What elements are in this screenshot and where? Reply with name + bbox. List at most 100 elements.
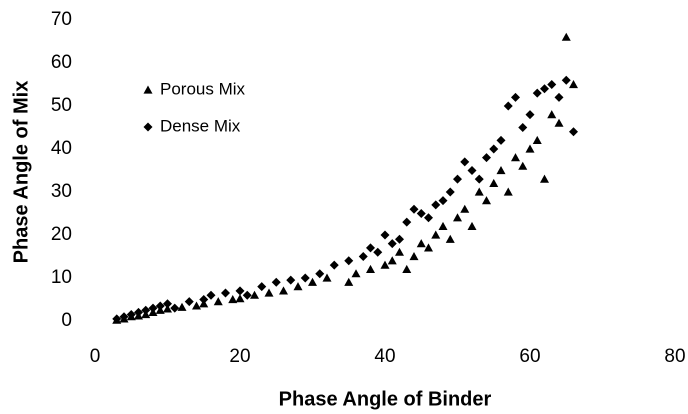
data-point <box>496 135 506 145</box>
data-point <box>170 303 180 313</box>
data-point <box>141 305 151 315</box>
data-point <box>344 256 354 266</box>
data-point <box>134 307 143 317</box>
data-point <box>547 80 557 89</box>
data-point <box>322 273 332 282</box>
data-point <box>344 277 354 286</box>
y-tick-label: 50 <box>51 95 72 116</box>
data-point <box>460 204 470 213</box>
data-point <box>366 264 375 273</box>
data-point <box>489 144 499 154</box>
data-point <box>467 166 477 175</box>
data-point <box>409 204 419 214</box>
data-point <box>474 187 484 196</box>
data-point <box>540 174 549 183</box>
data-point <box>395 247 404 256</box>
data-point <box>380 260 390 269</box>
data-point <box>271 277 281 287</box>
y-tick-label: 40 <box>51 138 72 159</box>
y-tick-label: 10 <box>51 267 72 288</box>
data-point <box>431 230 441 239</box>
y-tick-label: 30 <box>51 181 72 202</box>
data-point <box>409 252 419 261</box>
y-tick-label: 20 <box>51 224 72 245</box>
y-axis-title: Phase Angle of Mix <box>10 81 32 264</box>
data-point <box>112 314 122 324</box>
data-point <box>445 187 455 197</box>
data-point <box>431 200 441 210</box>
data-point <box>221 288 230 298</box>
data-point <box>474 174 484 184</box>
data-point <box>402 264 412 273</box>
data-point <box>206 290 216 300</box>
data-point <box>460 157 470 167</box>
data-point <box>445 234 455 243</box>
y-tick-label: 70 <box>51 9 72 30</box>
data-point <box>518 123 528 132</box>
data-point <box>387 256 397 265</box>
data-point <box>532 135 542 144</box>
y-tick-label: 0 <box>61 310 72 331</box>
x-tick-label: 0 <box>90 346 101 367</box>
data-point <box>373 247 383 257</box>
data-point <box>416 209 426 218</box>
data-point <box>424 243 433 252</box>
data-point <box>148 303 158 313</box>
data-point <box>569 127 578 137</box>
data-point <box>286 275 296 285</box>
data-point <box>518 161 528 170</box>
data-point <box>482 153 491 163</box>
legend-label: Dense Mix <box>160 116 241 135</box>
data-point <box>163 304 172 313</box>
data-point <box>315 269 325 279</box>
data-point <box>438 196 448 206</box>
data-point <box>511 153 520 162</box>
data-point <box>293 282 303 291</box>
data-point <box>351 269 361 278</box>
x-tick-label: 80 <box>664 346 685 367</box>
x-axis-title: Phase Angle of Binder <box>279 388 492 410</box>
data-point <box>279 286 288 295</box>
data-point <box>235 294 245 303</box>
data-point <box>569 80 578 89</box>
data-point <box>235 286 245 296</box>
data-point <box>554 92 564 102</box>
data-point <box>308 277 317 286</box>
data-point <box>329 260 339 270</box>
data-point <box>453 174 462 184</box>
x-tick-label: 60 <box>519 346 540 367</box>
data-point <box>532 88 542 98</box>
data-point <box>199 295 209 304</box>
data-point <box>387 239 397 249</box>
data-point <box>489 178 499 187</box>
data-point <box>496 166 506 175</box>
data-point <box>155 301 165 311</box>
data-point <box>402 217 412 227</box>
data-point <box>424 213 433 223</box>
data-point <box>525 144 535 153</box>
data-point <box>503 187 513 196</box>
data-point <box>453 213 462 222</box>
data-point <box>242 290 252 300</box>
data-point <box>358 252 368 261</box>
data-point <box>395 234 404 244</box>
data-point <box>184 297 194 307</box>
data-point <box>213 297 223 306</box>
data-point <box>366 243 375 253</box>
legend-marker <box>143 122 153 132</box>
data-point <box>250 290 259 299</box>
data-point <box>228 295 238 304</box>
data-point <box>177 302 187 311</box>
data-point <box>380 230 390 240</box>
y-tick-label: 60 <box>51 52 72 73</box>
data-point <box>264 288 274 297</box>
data-point <box>547 110 557 119</box>
data-point <box>561 32 571 41</box>
data-point <box>257 282 267 292</box>
data-point <box>438 221 448 230</box>
data-point <box>163 299 172 309</box>
data-point <box>192 301 201 310</box>
data-point <box>554 118 564 127</box>
data-point <box>511 92 520 102</box>
